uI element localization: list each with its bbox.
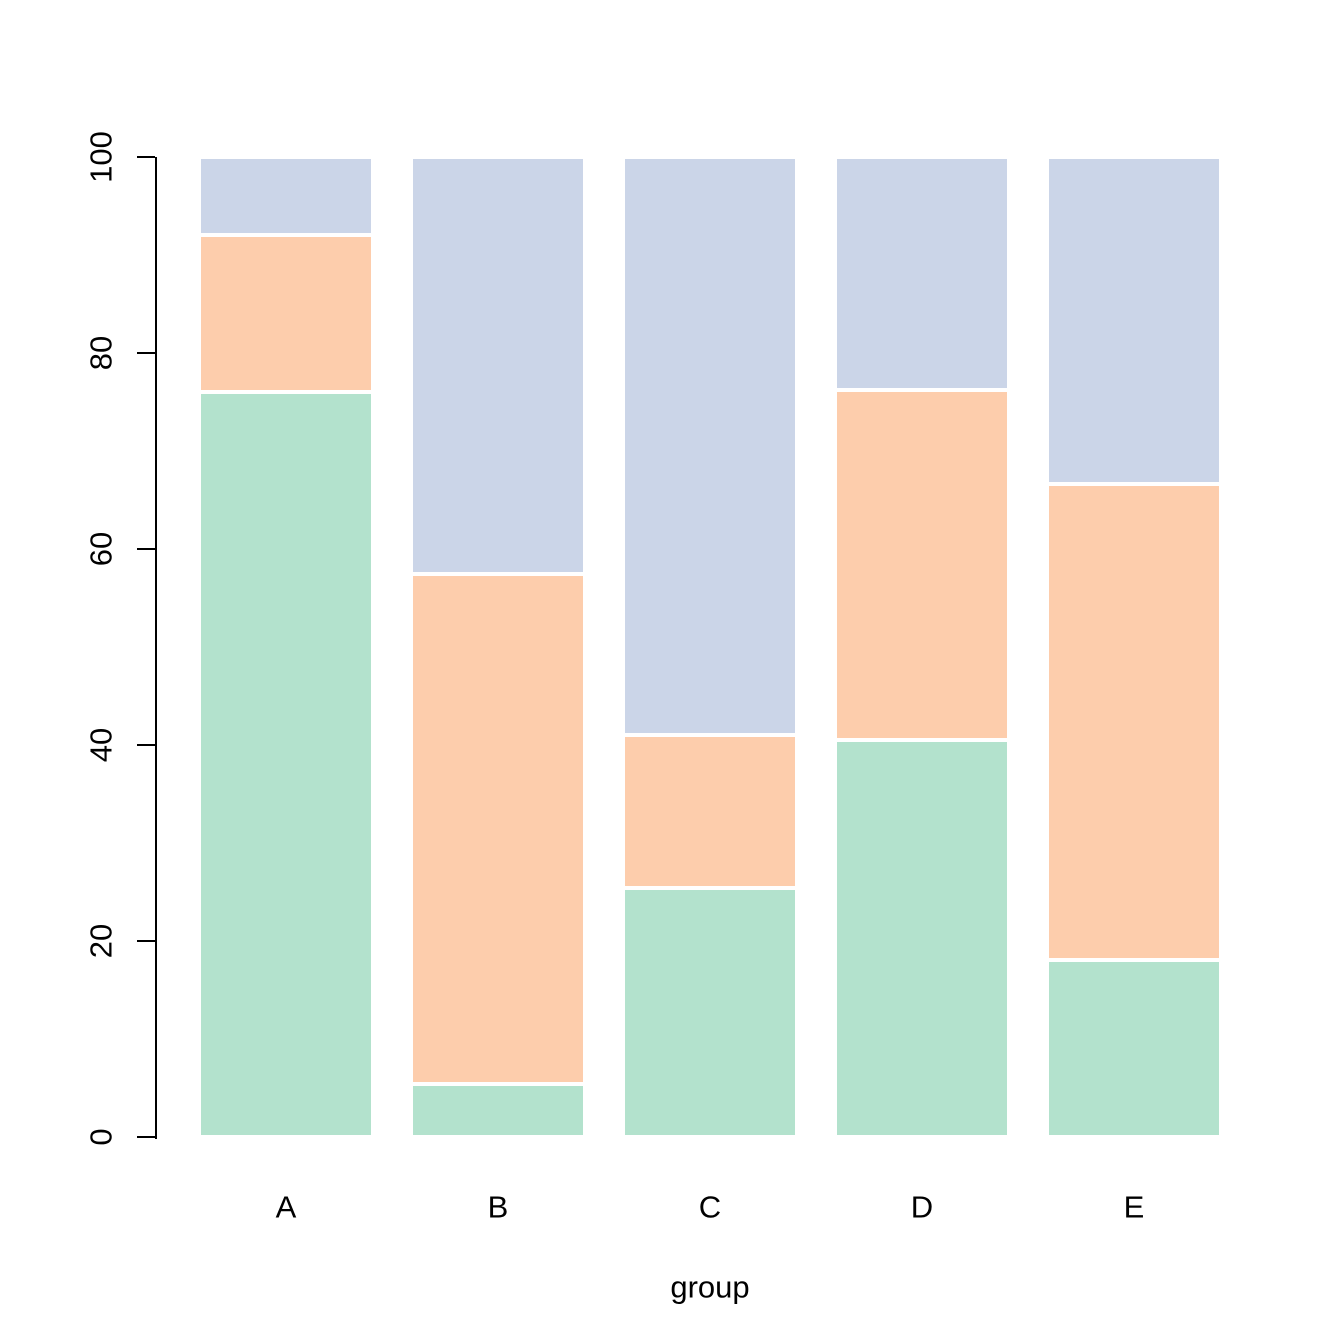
y-tick-mark-80 [137, 352, 155, 354]
y-tick-label-20: 20 [83, 923, 119, 959]
x-category-label-E: E [1123, 1189, 1145, 1225]
bar-B-top-segment [411, 157, 585, 575]
y-tick-mark-40 [137, 744, 155, 746]
bar-C-top-segment [623, 157, 797, 736]
x-category-label-A: A [275, 1189, 297, 1225]
bar-D-bottom-segment [835, 740, 1009, 1137]
bar-A-top-segment [199, 157, 373, 236]
bar-D-top-segment [835, 157, 1009, 391]
bar-A-middle-segment [199, 235, 373, 393]
y-tick-mark-100 [137, 156, 155, 158]
x-category-label-C: C [698, 1189, 722, 1225]
bar-A-bottom-segment [199, 392, 373, 1137]
x-category-label-B: B [487, 1189, 509, 1225]
bar-B-bottom-segment [411, 1084, 585, 1137]
y-tick-mark-60 [137, 548, 155, 550]
bar-C-middle-segment [623, 735, 797, 889]
y-tick-label-40: 40 [83, 727, 119, 763]
y-axis-line [155, 157, 157, 1139]
bar-D-middle-segment [835, 390, 1009, 741]
y-tick-label-0: 0 [83, 1128, 119, 1146]
bar-E-bottom-segment [1047, 959, 1221, 1137]
y-tick-label-80: 80 [83, 335, 119, 371]
bar-C-bottom-segment [623, 888, 797, 1137]
bar-E-top-segment [1047, 157, 1221, 485]
bar-E-middle-segment [1047, 484, 1221, 960]
y-tick-mark-0 [137, 1136, 155, 1138]
x-category-label-D: D [910, 1189, 934, 1225]
y-tick-label-60: 60 [83, 531, 119, 567]
y-tick-label-100: 100 [83, 131, 119, 183]
x-axis-title: group [670, 1269, 750, 1305]
bar-B-middle-segment [411, 574, 585, 1085]
y-tick-mark-20 [137, 940, 155, 942]
